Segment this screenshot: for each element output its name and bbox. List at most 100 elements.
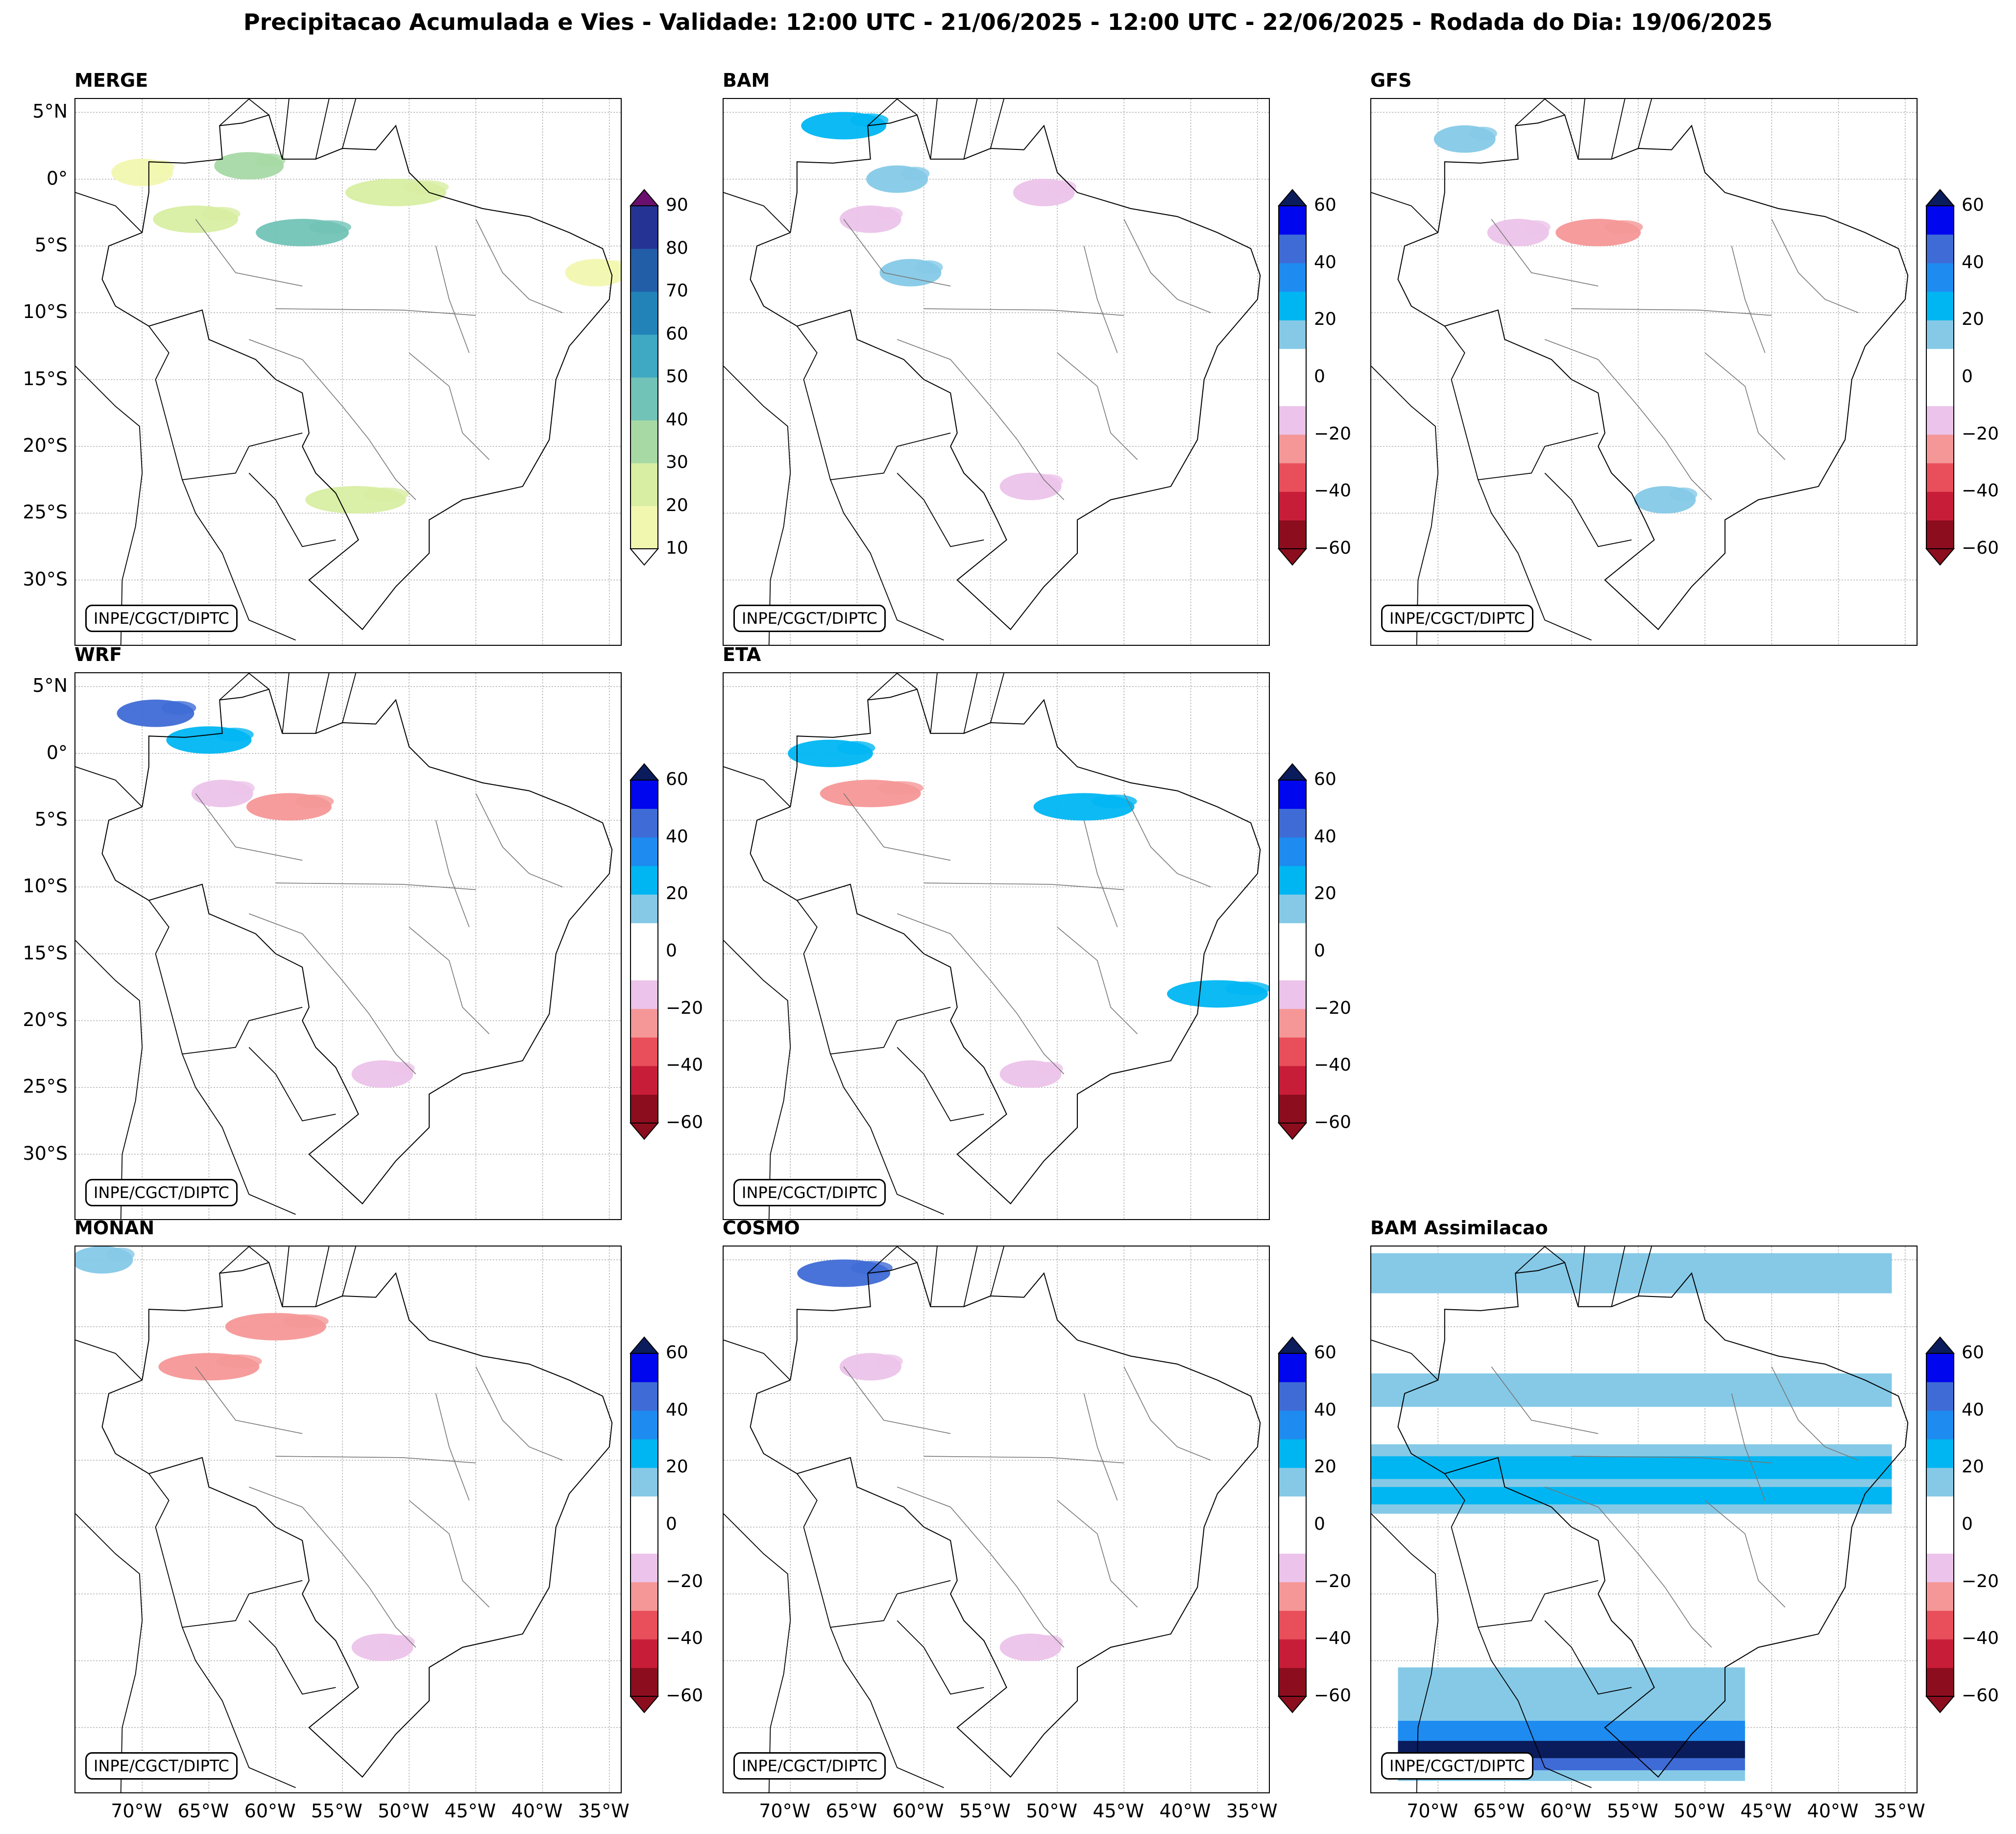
country-border [342, 673, 356, 723]
colorbar-bin [1279, 320, 1306, 349]
colorbar-bin [1279, 263, 1306, 292]
map-panel-cosmo: INPE/CGCT/DIPTC [723, 1246, 1270, 1793]
state-border [248, 339, 370, 440]
country-border [342, 1247, 356, 1296]
colorbar [630, 763, 659, 1140]
colorbar-tick-label: −20 [1962, 423, 1999, 444]
colorbar-tick-label: 70 [666, 281, 688, 301]
colorbar-bin [631, 292, 658, 335]
state-border [1057, 352, 1138, 460]
figure-title: Precipitacao Acumulada e Vies - Validade… [243, 9, 1773, 35]
colorbar-tick-label: 40 [1962, 252, 1984, 272]
field-blob [1035, 1061, 1063, 1076]
colorbar-tick-label: 80 [666, 238, 688, 258]
x-tick-label: 35°W [1873, 1800, 1925, 1822]
colorbar-bin [1279, 1667, 1306, 1697]
panel-title: ETA [723, 644, 761, 665]
colorbar-tick-label: 0 [1314, 367, 1325, 387]
state-border [368, 1587, 416, 1648]
country-border [75, 940, 143, 1219]
country-border [990, 673, 1004, 723]
x-tick-label: 35°W [1226, 1800, 1278, 1822]
x-tick-label: 65°W [177, 1800, 229, 1822]
field-blob [837, 741, 875, 755]
country-border [830, 1053, 944, 1215]
colorbar-extend-max [630, 189, 659, 206]
country-border [797, 326, 951, 481]
colorbar-bin [1926, 206, 1954, 235]
field-blob [363, 487, 409, 501]
bias-band [1371, 1373, 1892, 1407]
colorbar-bin [631, 248, 658, 292]
colorbar-tick-label: 60 [666, 769, 688, 789]
colorbar-tick-label: 20 [1314, 1457, 1336, 1477]
field-blob [1669, 487, 1698, 501]
country-border [219, 1247, 269, 1274]
colorbar-extend-max [630, 763, 659, 781]
x-tick-label: 55°W [1606, 1800, 1658, 1822]
colorbar-bin [1279, 520, 1306, 549]
state-border [1491, 219, 1599, 287]
colorbar-bin [1926, 1667, 1954, 1697]
country-border [248, 1047, 336, 1122]
colorbar-frame [1278, 205, 1307, 549]
field-blob [1225, 981, 1269, 996]
x-tick-label: 40°W [1807, 1800, 1859, 1822]
x-tick-label: 65°W [826, 1800, 877, 1822]
country-border [830, 479, 944, 641]
colorbar-bin [1279, 894, 1306, 924]
colorbar-bin [631, 377, 658, 420]
country-border [219, 99, 269, 126]
state-border [1057, 1500, 1138, 1608]
state-border [368, 1013, 416, 1075]
country-border [315, 99, 330, 159]
colorbar-bin [1279, 292, 1306, 320]
country-border [897, 472, 984, 547]
state-border [275, 1456, 476, 1464]
credit-badge: INPE/CGCT/DIPTC [85, 1179, 238, 1206]
country-border [1515, 1247, 1565, 1274]
country-border [75, 192, 143, 233]
colorbar-bin [631, 1582, 658, 1611]
colorbar-bin [631, 1667, 658, 1697]
state-border [1544, 339, 1666, 440]
state-border [897, 339, 1018, 440]
x-tick-label: 45°W [1740, 1800, 1792, 1822]
colorbar-tick-label: −20 [1314, 1571, 1351, 1591]
field-blob [403, 180, 449, 194]
map-canvas [75, 673, 621, 1219]
colorbar-tick-label: −60 [1314, 538, 1351, 558]
country-border [797, 1473, 951, 1628]
y-tick-label: 25°S [23, 1076, 68, 1098]
colorbar-bin [1926, 377, 1954, 406]
colorbar-extend-min [1925, 548, 1955, 566]
colorbar-tick-label: −40 [1314, 481, 1351, 501]
colorbar-bin [631, 1611, 658, 1639]
state-border [475, 219, 563, 314]
map-panel-eta: INPE/CGCT/DIPTC [723, 672, 1270, 1220]
state-border [1083, 820, 1118, 928]
colorbar-bin [1926, 463, 1954, 492]
state-border [409, 1500, 490, 1608]
x-tick-label: 35°W [578, 1800, 630, 1822]
colorbar-bin [1279, 923, 1306, 952]
x-tick-label: 60°W [892, 1800, 944, 1822]
colorbar-frame [1278, 780, 1307, 1124]
colorbar-bin [631, 1467, 658, 1497]
colorbar-bin [1279, 808, 1306, 838]
field-blob [1092, 794, 1137, 808]
colorbar-bin [631, 1525, 658, 1554]
country-border [75, 366, 143, 645]
x-tick-label: 70°W [759, 1800, 811, 1822]
country-border [724, 1513, 791, 1792]
state-border [1704, 1500, 1786, 1608]
country-border [1444, 326, 1599, 481]
colorbar [1278, 763, 1307, 1140]
field-blob [850, 113, 889, 127]
colorbar-bin [631, 837, 658, 866]
colorbar-tick-label: 60 [1314, 1343, 1336, 1363]
colorbar-tick-label: 30 [666, 452, 688, 472]
colorbar-tick-label: 40 [666, 1399, 688, 1420]
y-tick-label: 20°S [23, 434, 68, 456]
colorbar-tick-label: 20 [1314, 883, 1336, 904]
